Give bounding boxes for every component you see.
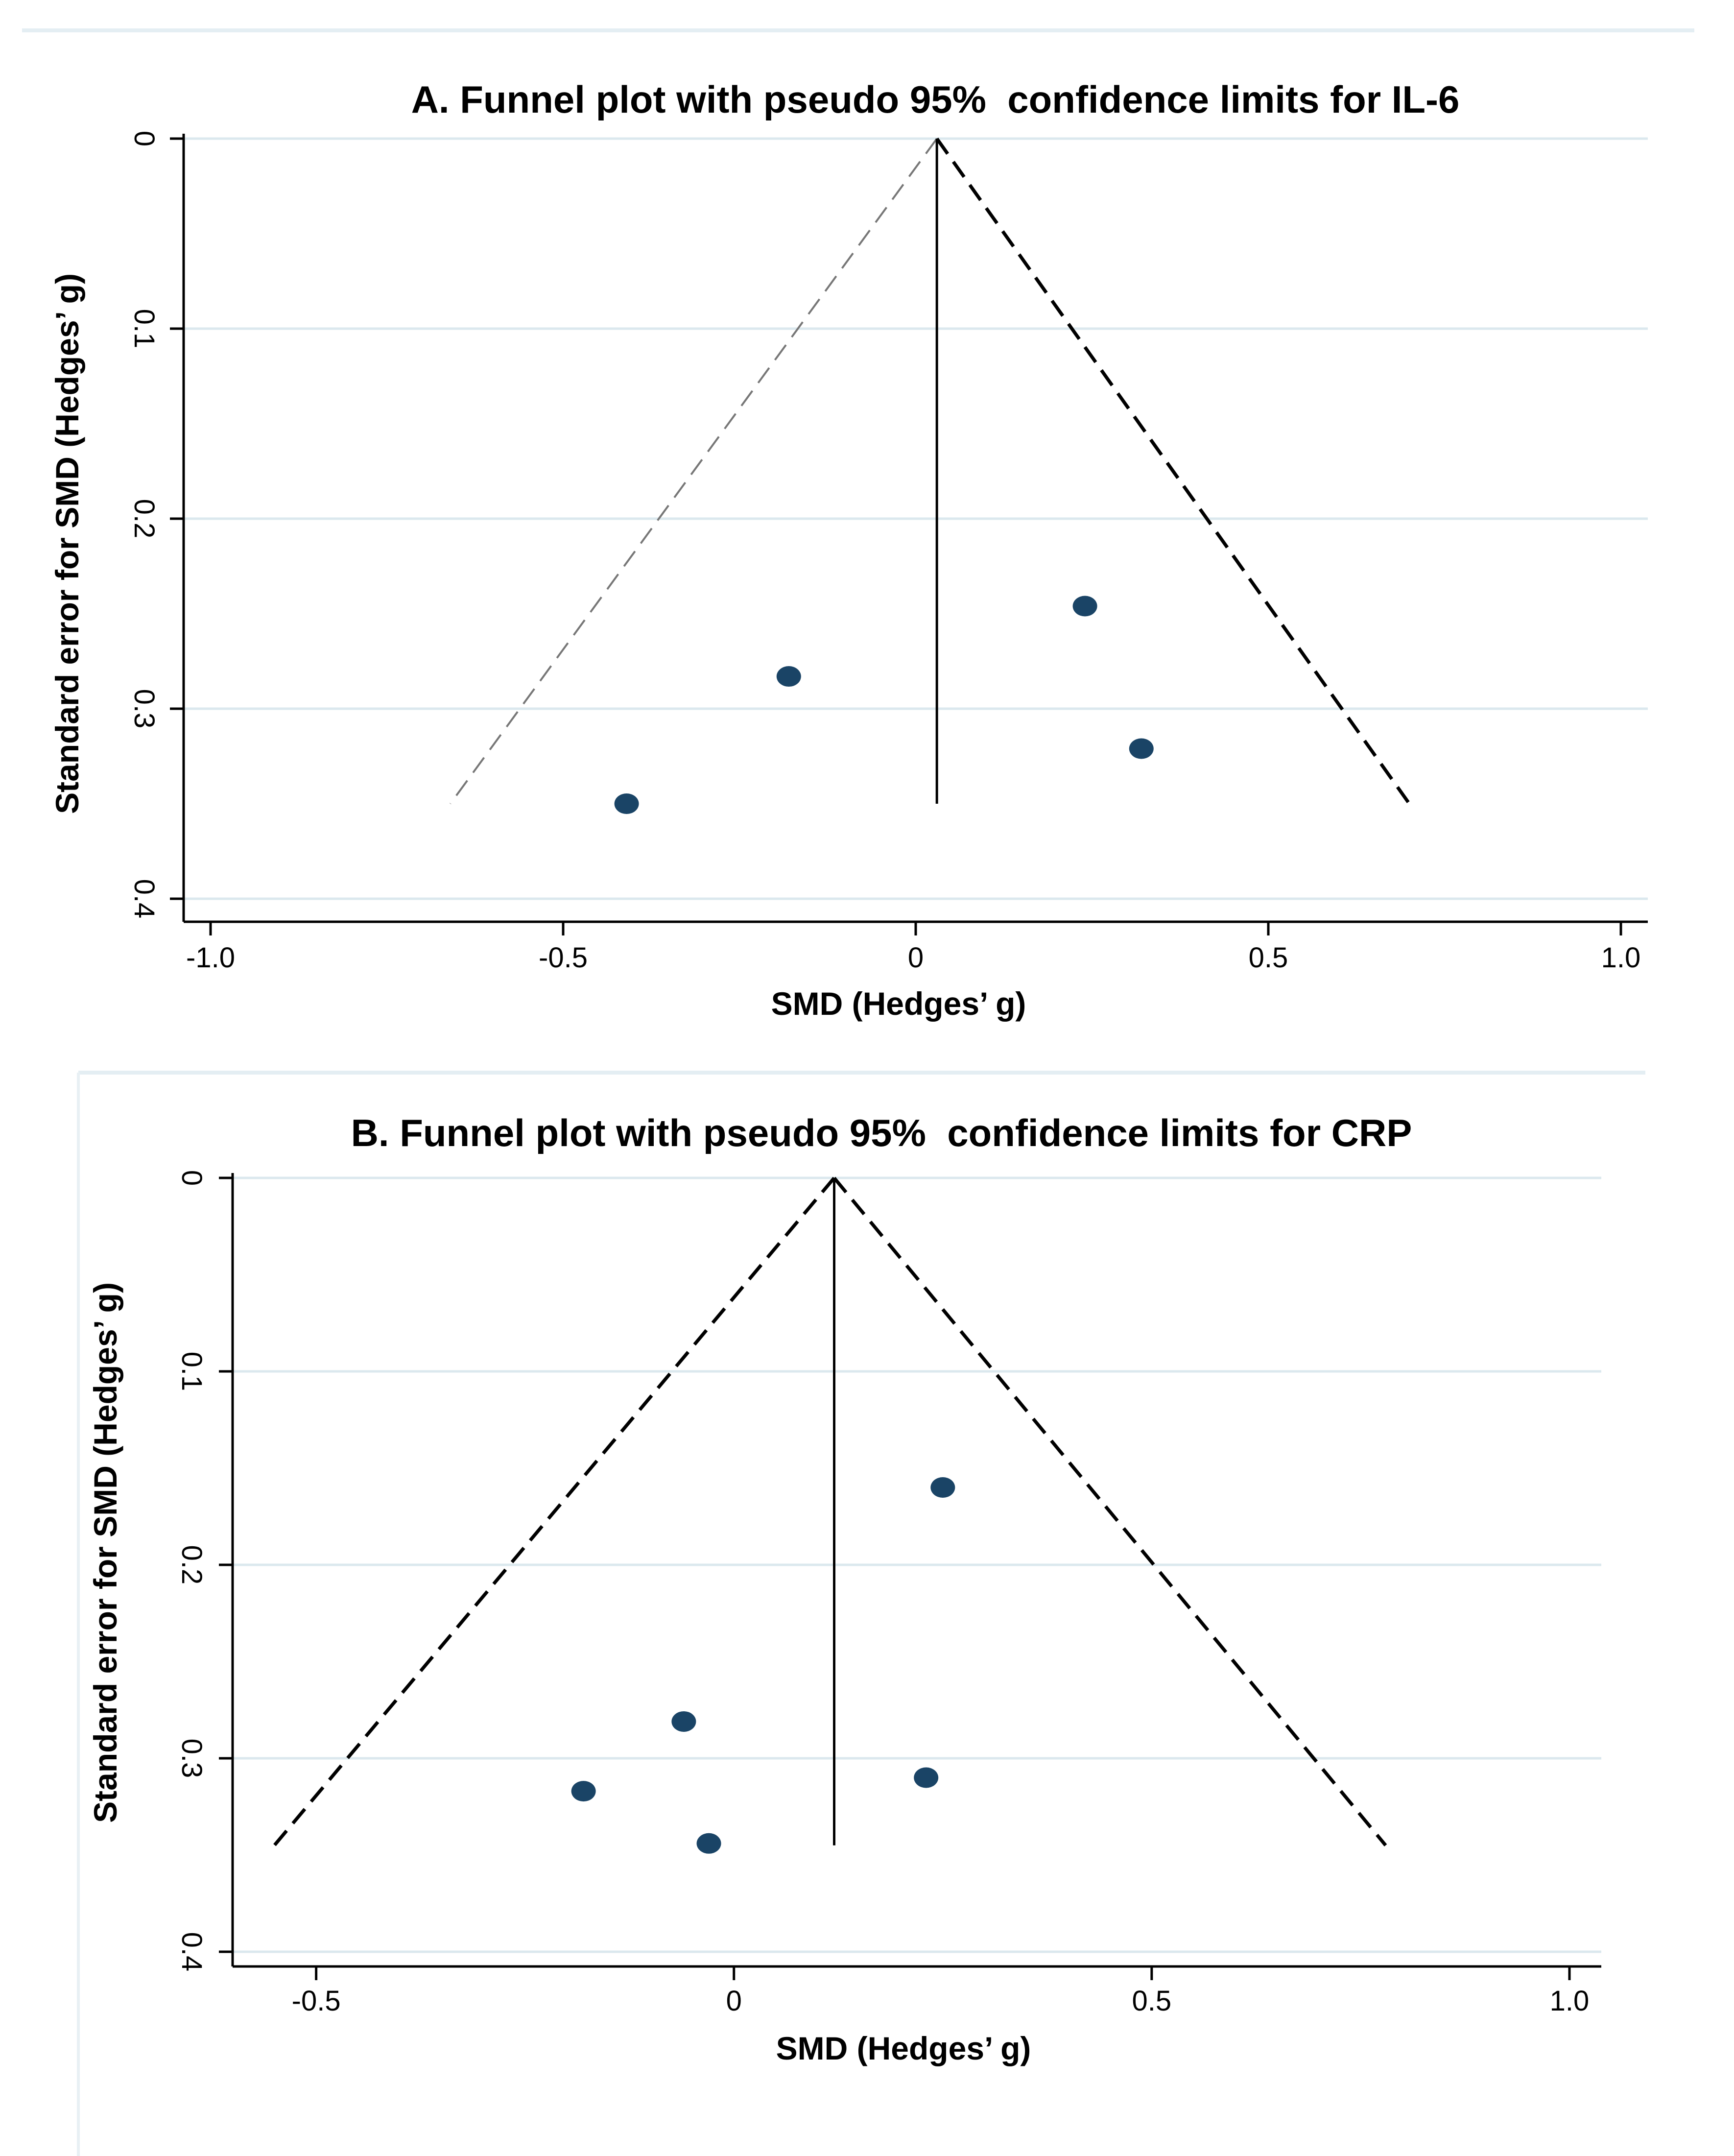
panel-a-x-tick-label-0: -1.0 [186,942,235,974]
panel-b-y-tick-label-4: 0.4 [176,1932,208,1972]
panel-a-x-axis-title: SMD (Hedges’ g) [771,985,1026,1022]
panel-b-chart: 0 0.1 0.2 0.3 0.4 -0.5 0 0.5 1.0 B. Funnel plot w… [87,1111,1601,2066]
panel-b-title: B. Funnel plot with pseudo 95% confidenc… [351,1111,1412,1154]
panel-b-x-axis-title: SMD (Hedges’ g) [776,2030,1031,2066]
panel-b-x-tick-label-0: -0.5 [292,1985,341,2017]
panel-b-x-tick-label-3: 1.0 [1550,1985,1590,2017]
panel-b-study-point-0 [930,1477,955,1498]
panel-a-study-point-2 [1072,596,1097,617]
panel-a-chart: 0 0.1 0.2 0.3 0.4 -1.0 -0.5 0 0.5 1.0 A. Funnel pl… [49,78,1648,1022]
panel-a-x-tick-label-2: 0 [908,942,924,974]
panel-a-x-tick-label-3: 0.5 [1249,942,1288,974]
panel-a-x-tick-label-1: -0.5 [539,942,588,974]
panel-a-y-axis-title: Standard error for SMD (Hedges’ g) [49,273,85,814]
panel-a-y-tick-label-2: 0.2 [128,499,160,539]
panel-a-title: A. Funnel plot with pseudo 95% confidenc… [411,78,1460,121]
panel-a-y-tick-label-1: 0.1 [128,309,160,349]
panel-a-y-tick-label-0: 0 [128,131,160,146]
panel-a-y-tick-label-3: 0.3 [128,689,160,729]
panel-a-study-point-1 [776,666,801,687]
panel-b-y-tick-label-2: 0.2 [176,1545,208,1585]
panel-b-y-tick-label-1: 0.1 [176,1352,208,1391]
panel-a-study-point-0 [614,793,639,814]
panel-b-x-tick-label-1: 0 [726,1985,742,2017]
panel-b-y-axis-title: Standard error for SMD (Hedges’ g) [87,1282,123,1823]
panel-b-y-tick-label-0: 0 [176,1170,208,1186]
panel-a-funnel-left-limit [449,138,938,805]
panel-a-study-point-3 [1129,738,1154,759]
panel-a-funnel-right-limit [935,137,1411,805]
panel-b-study-point-4 [696,1833,721,1854]
panel-a-y-tick-label-4: 0.4 [128,879,160,919]
panel-b-funnel-left-limit [273,1176,836,1846]
panel-b-study-point-3 [571,1781,596,1802]
panel-b-funnel-right-limit [832,1176,1387,1846]
panel-b-study-point-2 [914,1767,939,1788]
panel-a-x-tick-label-4: 1.0 [1601,942,1641,974]
panel-b-y-tick-label-3: 0.3 [176,1739,208,1778]
panel-b-x-tick-label-2: 0.5 [1132,1985,1172,2017]
panel-b-study-point-1 [671,1711,696,1732]
